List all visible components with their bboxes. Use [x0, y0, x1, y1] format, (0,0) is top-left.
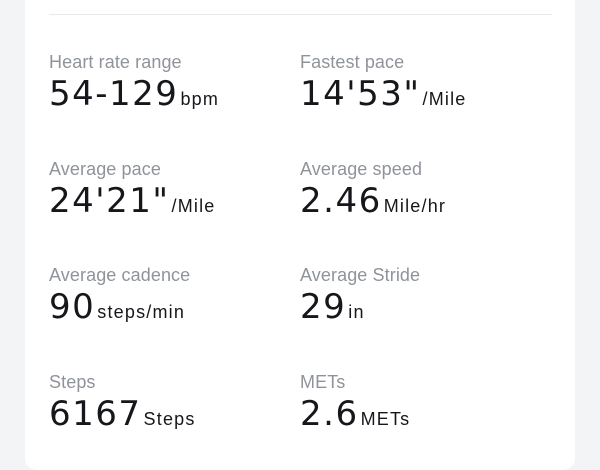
stat-value-line: 2.6 METs	[300, 394, 410, 434]
stat-value-line: 29 in	[300, 287, 365, 327]
stat-value-line: 2.46 Mile/hr	[300, 181, 446, 221]
stat-value: 6167	[49, 394, 142, 434]
stat-unit: /Mile	[171, 196, 216, 216]
stat-unit: Mile/hr	[383, 196, 447, 216]
stat-unit: bpm	[180, 89, 220, 109]
stat-unit: Steps	[143, 409, 196, 429]
stat-value-line: 24'21"/Mile	[49, 181, 216, 221]
stat-label: Average cadence	[49, 265, 191, 285]
stat-value: 2.46	[300, 181, 382, 221]
stat-label: Steps	[49, 372, 96, 392]
stat-label: Average speed	[300, 159, 423, 179]
stat-value: 54-129	[49, 74, 179, 114]
section-divider	[49, 14, 552, 15]
stat-value-line: 14'53"/Mile	[300, 74, 467, 114]
stat-value: 14'53"	[300, 74, 421, 114]
stat-label: Heart rate range	[49, 52, 182, 72]
stat-value: 29	[300, 287, 347, 327]
stat-unit: /Mile	[422, 89, 467, 109]
stat-unit: METs	[360, 409, 411, 429]
stat-value-line: 6167 Steps	[49, 394, 196, 434]
stat-value: 90	[49, 287, 96, 327]
stat-label: METs	[300, 372, 346, 392]
stat-label: Average Stride	[300, 265, 421, 285]
stat-unit: in	[348, 302, 365, 322]
stat-value-line: 90 steps/min	[49, 287, 185, 327]
stat-value: 2.6	[300, 394, 359, 434]
workout-stats-card	[25, 0, 575, 470]
stat-unit: steps/min	[97, 302, 186, 322]
stat-value: 24'21"	[49, 181, 170, 221]
stat-label: Fastest pace	[300, 52, 405, 72]
stat-label: Average pace	[49, 159, 161, 179]
stat-value-line: 54-129 bpm	[49, 74, 219, 114]
